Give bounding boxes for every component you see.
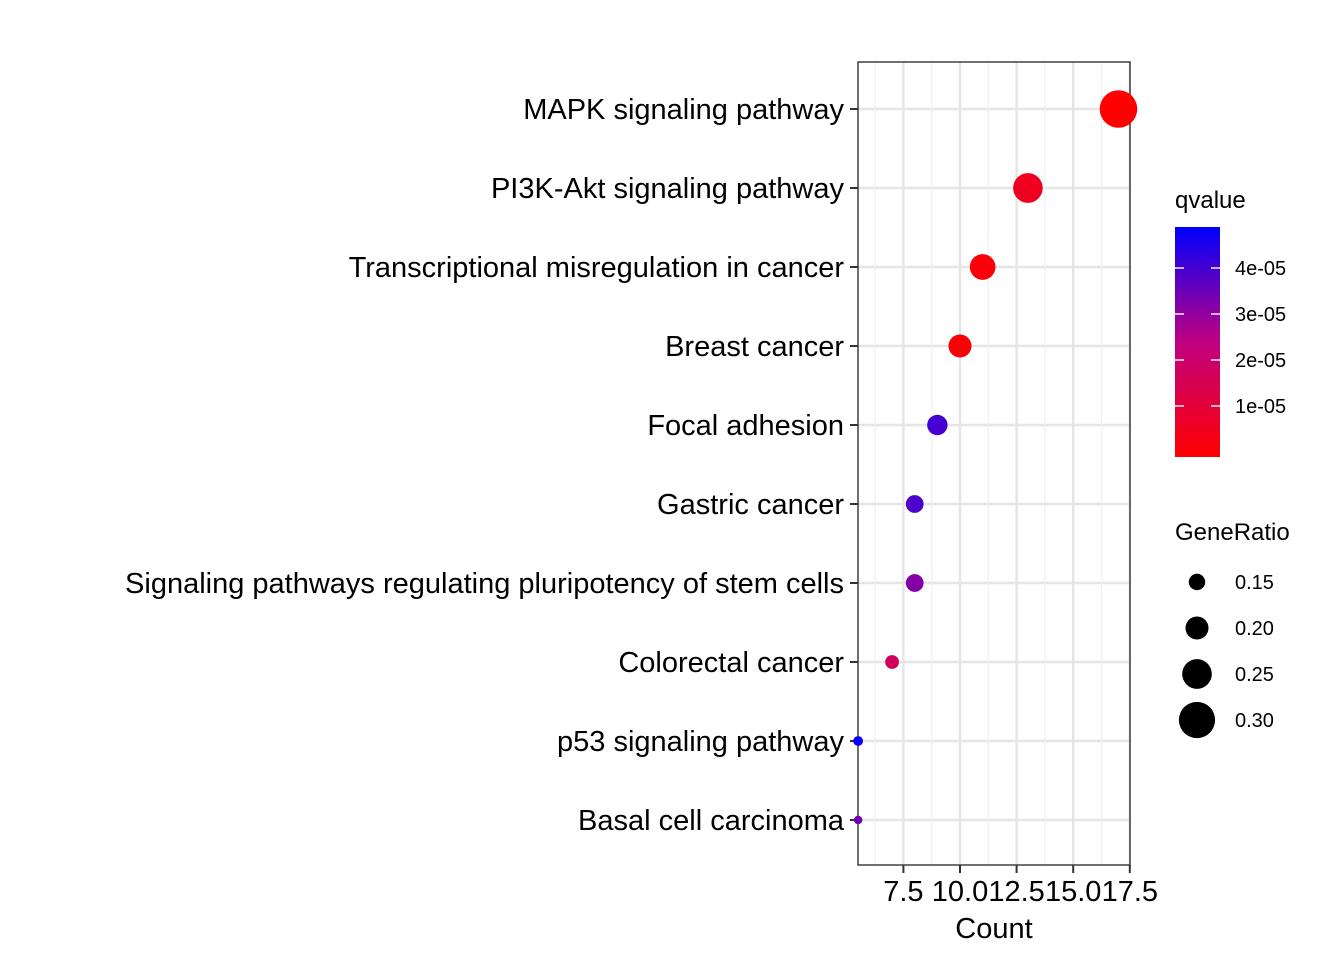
generatio-legend-title: GeneRatio	[1175, 519, 1290, 546]
data-point	[1013, 173, 1043, 203]
x-tick-label: 7.5	[883, 876, 923, 908]
generatio-legend-label: 0.25	[1235, 664, 1274, 686]
y-tick-label: Focal adhesion	[647, 410, 844, 442]
x-tick-label: 17.5	[1102, 876, 1158, 908]
generatio-legend-key	[1182, 659, 1212, 689]
y-tick-label: MAPK signaling pathway	[523, 94, 844, 126]
y-tick-label: Breast cancer	[665, 331, 844, 363]
y-tick-label: p53 signaling pathway	[557, 726, 844, 758]
y-tick-label: Signaling pathways regulating pluripoten…	[125, 568, 844, 600]
x-axis-title: Count	[955, 913, 1032, 945]
qvalue-legend: qvalue 4e-05 3e-05 2e-05 1e-05	[1175, 187, 1286, 457]
y-tick-label: Basal cell carcinoma	[578, 805, 845, 837]
qvalue-legend-ticks: 4e-05 3e-05 2e-05 1e-05	[1175, 258, 1286, 418]
points-layer	[853, 90, 1138, 825]
y-tick-label: Gastric cancer	[657, 489, 844, 521]
data-point	[905, 495, 924, 513]
qvalue-legend-label: 2e-05	[1235, 350, 1286, 372]
qvalue-legend-label: 3e-05	[1235, 304, 1286, 326]
generatio-legend: GeneRatio 0.15 0.20 0.25 0.30	[1175, 519, 1290, 739]
y-tick-label: Transcriptional misregulation in cancer	[349, 252, 845, 284]
generatio-legend-key	[1185, 616, 1209, 640]
qvalue-legend-label: 1e-05	[1235, 396, 1286, 418]
generatio-legend-label: 0.30	[1235, 710, 1274, 732]
data-point	[853, 736, 864, 746]
x-axis: 7.5 10.0 12.5 15.0 17.5	[883, 865, 1158, 908]
data-point	[927, 414, 948, 436]
grid-layer	[858, 62, 1132, 865]
generatio-legend-label: 0.15	[1235, 572, 1274, 594]
generatio-legend-key	[1178, 701, 1216, 739]
data-point	[853, 815, 863, 825]
qvalue-colorbar	[1175, 227, 1220, 457]
y-tick-label: PI3K-Akt signaling pathway	[491, 173, 845, 205]
x-tick-label: 10.0	[932, 876, 988, 908]
data-point	[885, 655, 899, 669]
data-point	[948, 334, 972, 358]
x-tick-label: 12.5	[988, 876, 1044, 908]
qvalue-legend-label: 4e-05	[1235, 258, 1286, 280]
qvalue-legend-title: qvalue	[1175, 187, 1246, 214]
generatio-legend-key	[1188, 573, 1206, 591]
data-point	[905, 574, 924, 592]
y-axis: MAPK signaling pathway PI3K-Akt signaling…	[125, 94, 858, 837]
x-tick-label: 15.0	[1045, 876, 1101, 908]
data-point	[1099, 90, 1138, 128]
y-tick-label: Colorectal cancer	[618, 647, 844, 679]
panel-background	[858, 62, 1130, 865]
panel-border	[857, 61, 1131, 866]
generatio-legend-label: 0.20	[1235, 618, 1274, 640]
generatio-legend-items: 0.15 0.20 0.25 0.30	[1178, 572, 1274, 739]
data-point	[969, 254, 996, 280]
